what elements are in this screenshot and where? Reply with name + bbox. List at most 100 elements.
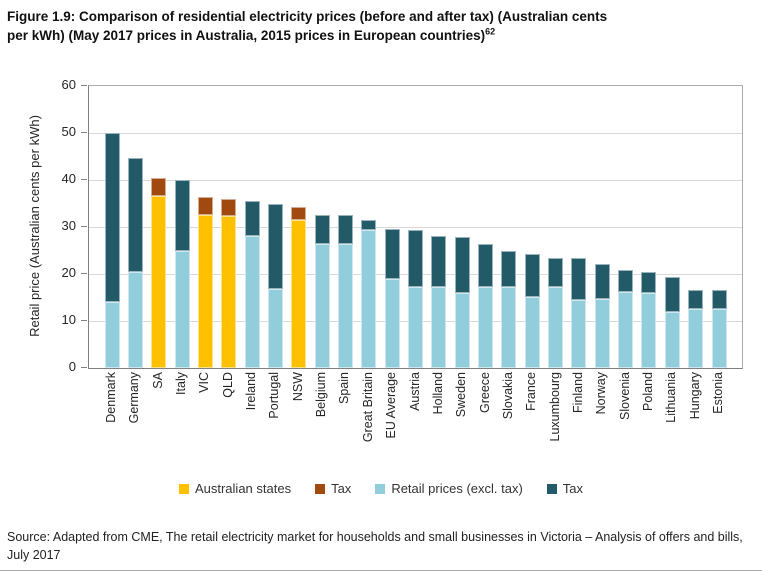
y-tick-mark bbox=[81, 178, 87, 180]
x-axis-label: VIC bbox=[197, 372, 212, 393]
x-axis-label: Austria bbox=[407, 372, 422, 411]
chart-legend: Australian states Tax Retail prices (excl.… bbox=[0, 481, 762, 496]
bar-segment-base bbox=[641, 292, 657, 368]
bar-segment-tax bbox=[594, 264, 610, 300]
x-axis-label: Hungary bbox=[687, 372, 702, 420]
figure-title-line1: Figure 1.9: Comparison of residential el… bbox=[7, 9, 608, 24]
bar-segment-base bbox=[244, 236, 260, 368]
bar-segment-tax bbox=[221, 198, 237, 217]
bar-segment-base bbox=[384, 278, 400, 368]
bar-segment-base bbox=[524, 296, 540, 368]
legend-swatch bbox=[375, 483, 386, 494]
bar-segment-base bbox=[197, 214, 213, 368]
bar-segment-base bbox=[594, 299, 610, 368]
x-axis-label: Greece bbox=[477, 372, 492, 413]
y-tick-label: 30 bbox=[61, 218, 76, 233]
legend-item: Australian states bbox=[178, 481, 291, 496]
legend-label: Retail prices (excl. tax) bbox=[391, 481, 523, 496]
y-tick-mark bbox=[81, 225, 87, 227]
x-axis-label: Germany bbox=[127, 372, 142, 424]
bar-segment-base bbox=[337, 244, 353, 368]
bar-segment-tax bbox=[501, 250, 517, 287]
x-axis-label: Denmark bbox=[104, 372, 118, 423]
y-tick-label: 20 bbox=[61, 265, 76, 280]
x-axis-label: NSW bbox=[290, 372, 305, 402]
y-tick-label: 60 bbox=[61, 77, 76, 92]
x-axis-label: Holland bbox=[430, 372, 445, 415]
bar-segment-base bbox=[618, 291, 634, 368]
bar-segment-base bbox=[478, 286, 494, 368]
bar-segment-tax bbox=[244, 200, 260, 237]
x-axis-label: EU Average bbox=[384, 372, 399, 439]
plot-area bbox=[88, 85, 743, 369]
x-axis-label: SA bbox=[150, 372, 165, 389]
bar-segment-base bbox=[174, 251, 190, 368]
legend-item: Tax bbox=[546, 481, 584, 496]
x-axis-label: QLD bbox=[220, 372, 235, 398]
bar-segment-tax bbox=[151, 177, 167, 196]
bar-segment-tax bbox=[478, 243, 494, 287]
y-axis: 0 10 20 30 40 50 60 bbox=[0, 77, 88, 374]
source-note: Source: Adapted from CME, The retail ele… bbox=[7, 530, 743, 562]
bar-segment-base bbox=[221, 216, 237, 368]
x-axis-label: Slovakia bbox=[500, 372, 515, 420]
bar-segment-tax bbox=[127, 158, 143, 273]
bar-segment-tax bbox=[548, 257, 564, 287]
bar-segment-base bbox=[361, 229, 377, 368]
y-tick-mark bbox=[81, 366, 87, 368]
y-tick-label: 50 bbox=[61, 124, 76, 139]
legend-item: Retail prices (excl. tax) bbox=[375, 481, 523, 496]
bar-segment-tax bbox=[711, 289, 727, 310]
bar-segment-base bbox=[314, 244, 330, 368]
y-tick-label: 40 bbox=[61, 171, 76, 186]
bar-segment-tax bbox=[267, 203, 283, 290]
bar-segment-tax bbox=[314, 215, 330, 245]
x-axis-label: Estonia bbox=[711, 372, 725, 414]
bar-segment-base bbox=[688, 309, 704, 368]
bar-segment-base bbox=[267, 289, 283, 368]
bar-segment-base bbox=[501, 286, 517, 368]
x-axis-label: Finland bbox=[570, 372, 585, 413]
bar-segment-tax bbox=[174, 180, 190, 252]
bar-segment-base bbox=[548, 286, 564, 368]
figure-footnote-ref: 62 bbox=[485, 26, 496, 37]
bar-segment-base bbox=[571, 299, 587, 368]
legend-swatch bbox=[178, 483, 189, 494]
x-axis-label: Italy bbox=[174, 372, 189, 395]
bar-segment-base bbox=[431, 286, 447, 368]
gridline bbox=[89, 226, 742, 228]
x-axis-label: Poland bbox=[640, 372, 655, 411]
bar-segment-tax bbox=[197, 197, 213, 215]
bottom-divider bbox=[0, 570, 762, 571]
x-axis-label: Lithuania bbox=[664, 372, 679, 423]
bar-segment-base bbox=[711, 309, 727, 368]
bar-segment-base bbox=[104, 302, 120, 368]
gridline bbox=[89, 179, 742, 181]
y-tick-mark bbox=[81, 84, 87, 86]
bar-segment-tax bbox=[431, 235, 447, 287]
bar-segment-base bbox=[454, 292, 470, 368]
legend-swatch bbox=[546, 483, 557, 494]
x-axis-label: Portugal bbox=[267, 372, 282, 419]
bar-segment-tax bbox=[454, 236, 470, 293]
x-axis-label: Great Britain bbox=[360, 372, 375, 443]
bar-segment-tax bbox=[337, 215, 353, 245]
x-axis-label: Spain bbox=[337, 372, 352, 404]
bar-segment-tax bbox=[618, 270, 634, 292]
legend-item: Tax bbox=[315, 481, 351, 496]
bar-segment-tax bbox=[104, 133, 120, 303]
bar-segment-base bbox=[151, 195, 167, 368]
gridline bbox=[89, 132, 742, 134]
y-tick-label: 10 bbox=[61, 312, 76, 327]
legend-swatch bbox=[315, 483, 326, 494]
bar-segment-base bbox=[408, 286, 423, 368]
y-tick-mark bbox=[81, 319, 87, 321]
bar-segment-tax bbox=[291, 206, 307, 221]
y-tick-mark bbox=[81, 131, 87, 133]
x-axis-label: Luxumbourg bbox=[547, 372, 562, 442]
legend-label: Tax bbox=[562, 481, 584, 496]
figure-title-line2: per kWh) (May 2017 prices in Australia, … bbox=[7, 28, 486, 43]
x-axis-label: Norway bbox=[594, 372, 609, 415]
x-axis-label: Sweden bbox=[454, 372, 469, 418]
